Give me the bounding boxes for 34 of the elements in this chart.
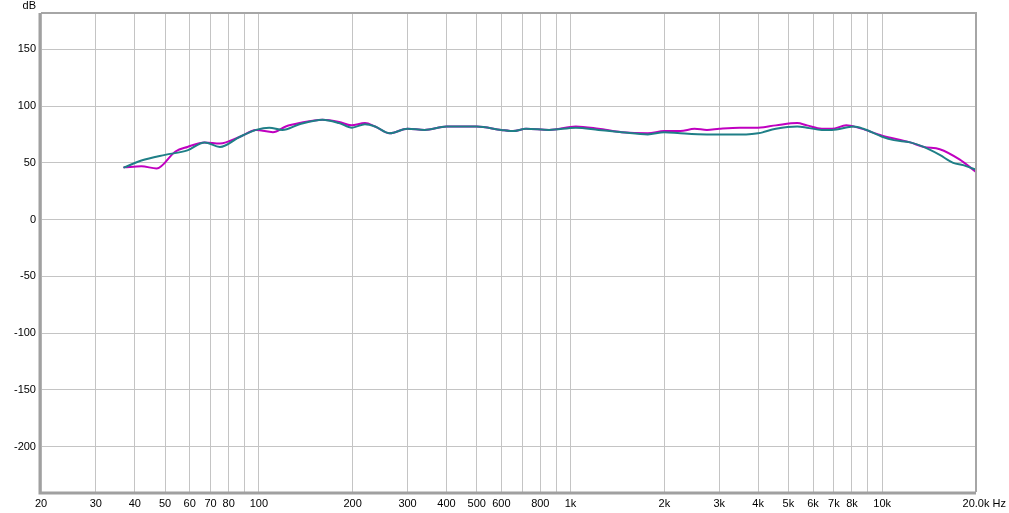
y-axis-title: dB: [22, 0, 36, 12]
x-tick-label: 5k: [782, 496, 795, 509]
x-tick-label: 20.0k: [962, 496, 990, 509]
x-tick-label: 80: [222, 496, 235, 509]
x-tick-label: 1k: [564, 496, 577, 509]
y-tick-label: -150: [13, 382, 36, 395]
x-tick-label: 50: [158, 496, 172, 509]
x-tick-label: 3k: [713, 496, 726, 509]
x-tick-label: 500: [467, 496, 486, 509]
x-tick-label: 4k: [752, 496, 765, 509]
x-tick-label: 60: [183, 496, 196, 509]
x-tick-label: 2k: [658, 496, 671, 509]
x-tick-label: 6k: [807, 496, 820, 509]
y-tick-label: 0: [29, 212, 36, 225]
x-tick-label: 800: [531, 496, 550, 509]
x-tick-label: 30: [89, 496, 103, 509]
x-tick-label: 600: [492, 496, 511, 509]
x-tick-label: 400: [437, 496, 456, 509]
y-tick-label: -100: [13, 326, 36, 339]
x-tick-label: 70: [204, 496, 217, 509]
y-tick-label: -200: [13, 439, 36, 452]
x-tick-label: 300: [398, 496, 417, 509]
y-tick-label: 100: [17, 99, 36, 112]
x-tick-label: 40: [128, 496, 141, 509]
x-tick-label: 10k: [873, 496, 892, 509]
x-tick-label: 20: [34, 496, 48, 509]
y-tick-label: 50: [23, 155, 36, 168]
y-tick-label: 150: [17, 42, 36, 55]
x-axis-title: Hz: [992, 496, 1006, 509]
x-tick-label: 100: [249, 496, 269, 509]
x-tick-label: 200: [343, 496, 362, 509]
x-tick-label: 7k: [828, 496, 841, 509]
y-tick-label: -50: [20, 269, 36, 282]
x-tick-label: 8k: [846, 496, 859, 509]
